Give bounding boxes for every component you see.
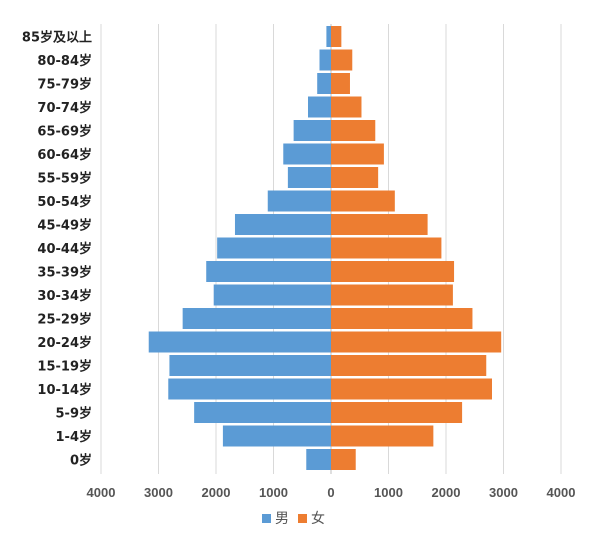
bar-female-15 bbox=[331, 378, 492, 400]
bar-female-10 bbox=[331, 261, 455, 282]
category-label-3: 70-74岁 bbox=[37, 100, 92, 116]
category-label-7: 50-54岁 bbox=[37, 194, 92, 210]
category-labels: 85岁及以上 80-84岁 75-79岁 70-74岁 65-69岁 60-64岁 55-5… bbox=[22, 30, 92, 469]
x-tick-label-3: 1000 bbox=[259, 485, 288, 500]
x-tick-label-7: 3000 bbox=[489, 485, 518, 500]
category-label-11: 30-34岁 bbox=[37, 288, 92, 304]
bar-male-13 bbox=[148, 331, 331, 353]
bar-female-1 bbox=[331, 49, 353, 71]
x-tick-label-4: 0 bbox=[327, 485, 334, 500]
category-label-10: 35-39岁 bbox=[37, 265, 92, 281]
category-label-8: 45-49岁 bbox=[37, 218, 92, 234]
bar-male-14 bbox=[169, 355, 331, 376]
bar-male-1 bbox=[319, 49, 331, 71]
bars bbox=[148, 26, 502, 470]
bar-male-11 bbox=[213, 284, 331, 306]
bar-male-4 bbox=[293, 120, 331, 141]
bar-male-8 bbox=[234, 214, 331, 235]
bar-female-6 bbox=[331, 167, 379, 188]
bar-male-18 bbox=[306, 449, 331, 470]
legend-label-1: 女 bbox=[311, 510, 325, 527]
x-tick-label-8: 4000 bbox=[547, 485, 576, 500]
bar-female-2 bbox=[331, 73, 350, 94]
category-label-6: 55-59岁 bbox=[37, 171, 92, 187]
x-tick-label-5: 1000 bbox=[374, 485, 403, 500]
category-label-1: 80-84岁 bbox=[37, 53, 92, 69]
bar-male-6 bbox=[287, 167, 331, 188]
category-label-18: 0岁 bbox=[70, 453, 92, 469]
category-label-13: 20-24岁 bbox=[37, 335, 92, 351]
bar-female-8 bbox=[331, 214, 428, 235]
bar-female-11 bbox=[331, 284, 453, 306]
category-label-14: 15-19岁 bbox=[37, 359, 92, 375]
category-label-9: 40-44岁 bbox=[37, 241, 92, 257]
bar-female-14 bbox=[331, 355, 487, 376]
category-label-12: 25-29岁 bbox=[37, 312, 92, 328]
bar-female-5 bbox=[331, 143, 384, 165]
bar-female-12 bbox=[331, 308, 473, 329]
bar-male-5 bbox=[283, 143, 331, 165]
bar-male-3 bbox=[308, 96, 331, 118]
bar-female-18 bbox=[331, 449, 356, 470]
bar-female-13 bbox=[331, 331, 502, 353]
bar-female-0 bbox=[331, 26, 342, 47]
x-tick-labels: 4000 3000 2000 1000 0 1000 2000 3000 4000 bbox=[87, 485, 576, 500]
bar-male-17 bbox=[222, 425, 331, 447]
category-label-5: 60-64岁 bbox=[37, 147, 92, 163]
category-label-2: 75-79岁 bbox=[37, 77, 92, 93]
x-tick-label-2: 2000 bbox=[202, 485, 231, 500]
bar-female-16 bbox=[331, 402, 463, 423]
bar-female-9 bbox=[331, 237, 442, 259]
legend: 男女 bbox=[262, 510, 325, 527]
bar-male-15 bbox=[168, 378, 331, 400]
x-tick-label-6: 2000 bbox=[432, 485, 461, 500]
bar-female-7 bbox=[331, 190, 395, 212]
category-label-0: 85岁及以上 bbox=[22, 30, 92, 46]
bar-male-12 bbox=[182, 308, 331, 329]
category-label-4: 65-69岁 bbox=[37, 124, 92, 140]
bar-male-7 bbox=[267, 190, 331, 212]
category-label-16: 5-9岁 bbox=[56, 406, 93, 422]
x-tick-label-1: 3000 bbox=[144, 485, 173, 500]
legend-swatch-0 bbox=[262, 514, 271, 523]
bar-female-4 bbox=[331, 120, 376, 141]
bar-male-9 bbox=[217, 237, 331, 259]
x-tick-label-0: 4000 bbox=[87, 485, 116, 500]
bar-male-10 bbox=[206, 261, 331, 282]
bar-male-2 bbox=[317, 73, 331, 94]
category-label-15: 10-14岁 bbox=[37, 382, 92, 398]
bar-male-16 bbox=[194, 402, 331, 423]
bar-male-0 bbox=[326, 26, 331, 47]
category-label-17: 1-4岁 bbox=[56, 429, 93, 445]
bar-female-3 bbox=[331, 96, 362, 118]
legend-swatch-1 bbox=[298, 514, 307, 523]
bar-female-17 bbox=[331, 425, 434, 447]
legend-label-0: 男 bbox=[275, 511, 289, 527]
